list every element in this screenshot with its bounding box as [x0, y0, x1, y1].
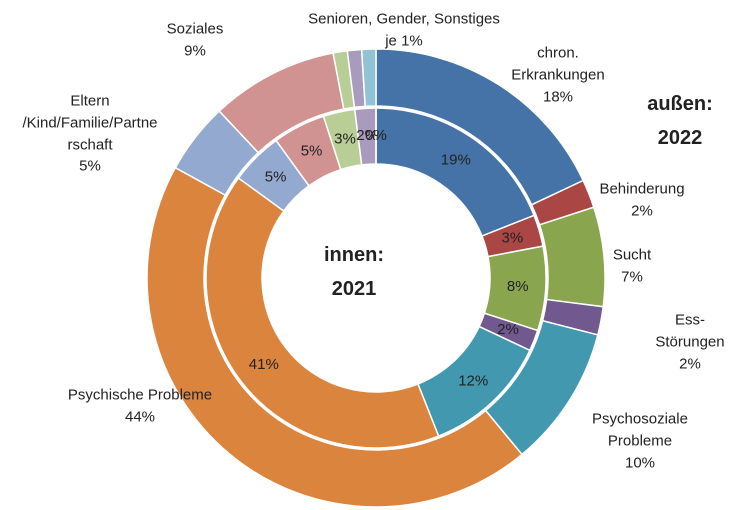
inner-value-label: 2% [356, 127, 378, 144]
inner-value-label: 3% [334, 130, 356, 147]
value-label: 10% [624, 453, 656, 471]
category-label: Eltern /Kind/Familie/Partne rschaft [22, 92, 158, 154]
slice [205, 177, 440, 449]
outer-label: Behinderung 2% [599, 178, 684, 222]
value-label: 18% [542, 87, 574, 105]
value-label: je 1% [385, 32, 423, 49]
category-label: Sucht [612, 246, 652, 264]
value-label: 2% [631, 202, 653, 219]
slice [538, 206, 606, 308]
inner-value-label: 3% [502, 229, 524, 246]
outer-label: Sucht 7% [613, 244, 651, 288]
value-label: 44% [124, 408, 156, 425]
group-label: Senioren, Gender, Sonstiges je 1% [308, 8, 500, 52]
slice [146, 166, 524, 508]
category-label: chron. Erkrankungen [511, 44, 605, 84]
inner-value-label: 12% [458, 372, 488, 389]
outer-annotation: außen: 2022 [647, 87, 713, 155]
category-label: Psychosoziale Probleme [592, 410, 688, 450]
inner-value-label: 41% [249, 356, 279, 373]
value-label: 2% [679, 354, 701, 372]
slice [360, 48, 377, 108]
outer-label: Soziales 9% [167, 18, 224, 62]
annotation-line: außen: [647, 93, 713, 115]
outer-label: Psychosoziale Probleme 10% [592, 408, 688, 473]
outer-label: Psychische Probleme 44% [68, 384, 212, 428]
value-label: 7% [621, 268, 643, 285]
value-label: 5% [79, 157, 101, 175]
value-label: 9% [184, 42, 206, 59]
outer-label: chron. Erkrankungen 18% [511, 42, 604, 107]
inner-value-label: 2% [497, 321, 519, 338]
category-label: Senioren, Gender, Sonstiges [308, 10, 500, 28]
outer-label: Eltern /Kind/Familie/Partne rschaft 5% [22, 91, 157, 178]
annotation-line: 2021 [331, 278, 377, 300]
inner-value-label: 0% [365, 127, 387, 144]
inner-value-label: 5% [301, 142, 323, 159]
category-label: Ess-Störungen [655, 311, 725, 351]
inner-value-label: 19% [441, 152, 471, 169]
inner-annotation: innen: 2021 [324, 238, 384, 306]
annotation-line: 2022 [657, 127, 703, 149]
category-label: Psychische Probleme [67, 386, 213, 404]
category-label: Behinderung [599, 180, 685, 198]
outer-label: Ess-Störungen 2% [655, 309, 724, 374]
inner-value-label: 5% [265, 169, 287, 186]
inner-value-label: 8% [507, 278, 529, 295]
annotation-line: innen: [324, 244, 384, 266]
category-label: Soziales [166, 20, 224, 38]
